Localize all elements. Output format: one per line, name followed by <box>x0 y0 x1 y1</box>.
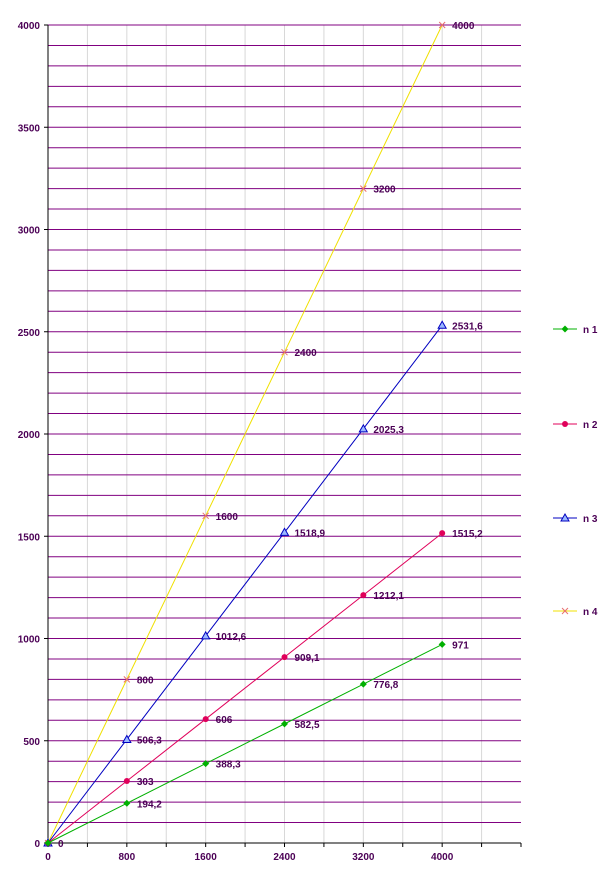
y-tick-label: 3000 <box>18 226 41 237</box>
data-point <box>44 839 52 847</box>
y-tick-label: 2500 <box>18 328 41 339</box>
series-layer <box>43 21 448 847</box>
data-label: 194,2 <box>137 799 162 810</box>
data-point <box>121 734 132 743</box>
data-label: 909,1 <box>295 653 320 664</box>
cross-stroke <box>438 21 446 29</box>
y-tick-label: 2000 <box>18 430 41 441</box>
data-point <box>358 423 369 433</box>
data-label: 2531,6 <box>452 321 483 332</box>
legend-label: n 1 <box>583 325 598 336</box>
data-label: 582,5 <box>295 720 320 731</box>
x-tick-label: 1600 <box>195 852 218 863</box>
series-line-n-1 <box>47 643 443 844</box>
y-tick-label: 3500 <box>18 123 41 134</box>
x-tick-label: 800 <box>118 852 135 863</box>
data-label: 971 <box>452 640 469 651</box>
x-tick-label: 0 <box>45 852 51 863</box>
y-tick-label: 0 <box>34 839 40 850</box>
data-label: 1212,1 <box>373 591 404 602</box>
data-label: 1515,2 <box>452 529 483 540</box>
x-tick-label: 3200 <box>352 852 375 863</box>
series-line-n-2 <box>47 532 443 844</box>
data-label: 1012,6 <box>216 632 247 643</box>
data-point <box>279 527 290 536</box>
data-label: 3200 <box>373 185 396 196</box>
data-label: 303 <box>137 777 154 788</box>
legend-label: n 3 <box>583 514 598 525</box>
data-point <box>202 716 209 723</box>
data-point <box>123 778 130 785</box>
data-point <box>437 320 448 329</box>
series-line-n-4 <box>47 24 443 844</box>
data-label: 606 <box>216 715 233 726</box>
data-label: 2400 <box>295 348 318 359</box>
data-point <box>281 348 288 356</box>
data-label: 0 <box>58 839 64 850</box>
data-point <box>281 654 288 661</box>
series-line-n-3 <box>47 324 443 844</box>
x-tick-label: 4000 <box>431 852 454 863</box>
y-tick-label: 1000 <box>18 635 41 646</box>
data-point <box>439 530 446 537</box>
data-point <box>438 21 446 29</box>
grid <box>48 24 521 843</box>
data-label: 1518,9 <box>295 528 326 539</box>
data-label: 800 <box>137 675 154 686</box>
data-label: 776,8 <box>373 680 398 691</box>
data-label: 4000 <box>452 21 475 32</box>
y-tick-label: 500 <box>23 737 40 748</box>
data-label: 506,3 <box>137 735 162 746</box>
cross-stroke <box>359 185 367 192</box>
legend-marker <box>561 325 569 333</box>
legend-label: n 2 <box>583 420 598 431</box>
data-point <box>281 720 288 728</box>
legend-marker <box>560 512 570 522</box>
data-point <box>200 630 211 640</box>
legend-marker <box>561 607 569 615</box>
legend: n 1 n 2 n 3 n 4 <box>553 325 598 618</box>
axes: 0 500 1000 1500 2000 2500 3000 3500 4000 0 800 1600… <box>18 21 522 863</box>
data-point <box>438 640 446 648</box>
data-point <box>202 512 210 520</box>
data-point <box>359 680 367 688</box>
cross-stroke <box>123 676 131 683</box>
data-point <box>360 592 367 599</box>
legend-marker <box>562 421 568 427</box>
cross-stroke <box>561 607 569 615</box>
cross-stroke <box>281 348 288 356</box>
legend-label: n 4 <box>583 607 598 618</box>
data-label: 2025,3 <box>373 425 404 436</box>
data-labels: 0 194,2 388,3 582,5 776,8 971 303 606 909,1 1212,… <box>58 21 483 850</box>
y-tick-label: 1500 <box>18 532 41 543</box>
data-point <box>123 799 131 807</box>
data-label: 388,3 <box>216 760 241 771</box>
data-label: 1600 <box>216 512 239 523</box>
data-point <box>202 760 210 768</box>
data-point <box>123 676 131 683</box>
data-point <box>359 185 367 192</box>
y-tick-label: 4000 <box>18 21 41 32</box>
x-tick-label: 2400 <box>273 852 296 863</box>
cross-stroke <box>202 512 210 520</box>
